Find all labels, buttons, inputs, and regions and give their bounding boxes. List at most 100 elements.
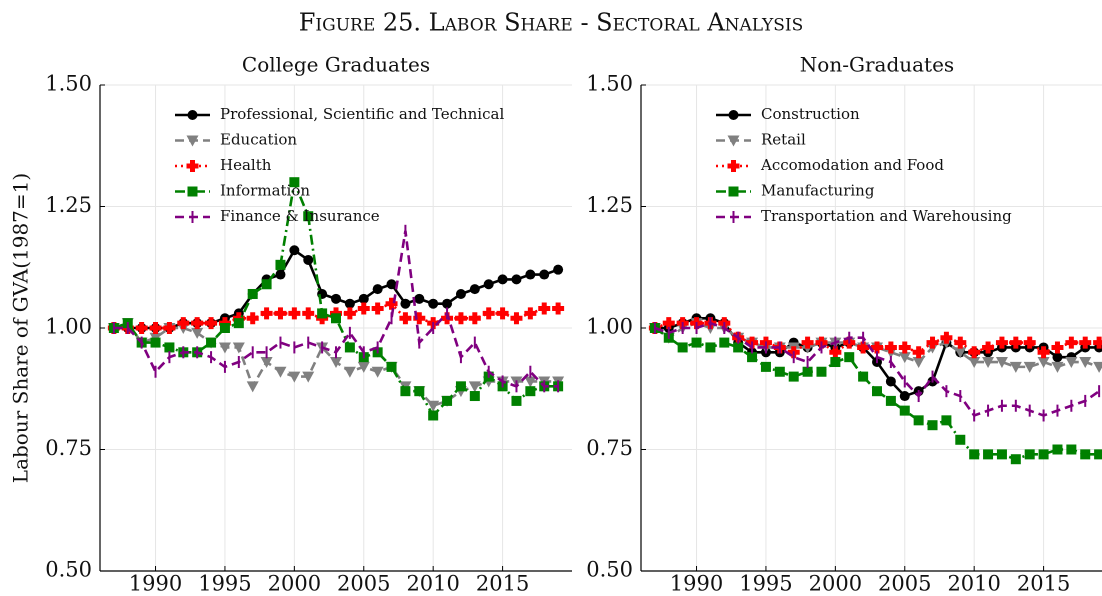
data-point bbox=[677, 342, 688, 353]
data-point bbox=[1037, 346, 1050, 359]
legend-label: Manufacturing bbox=[761, 182, 875, 200]
data-point bbox=[149, 322, 162, 334]
legend-label: Retail bbox=[761, 131, 806, 149]
data-point bbox=[884, 341, 897, 354]
data-point bbox=[871, 341, 883, 354]
plot-area bbox=[648, 313, 1102, 465]
data-point bbox=[705, 342, 716, 353]
data-point bbox=[330, 357, 342, 369]
data-point bbox=[872, 386, 882, 397]
data-point bbox=[483, 279, 494, 290]
series-line bbox=[654, 321, 1100, 418]
data-point bbox=[1037, 357, 1050, 369]
panel-title: Non-Graduates bbox=[800, 53, 954, 77]
data-point bbox=[455, 381, 466, 392]
data-point bbox=[427, 400, 440, 412]
y-tick-label: 1.50 bbox=[45, 72, 92, 96]
data-point bbox=[525, 386, 536, 397]
data-point bbox=[274, 366, 287, 378]
plot-area bbox=[107, 177, 565, 421]
data-point bbox=[719, 337, 730, 348]
data-point bbox=[247, 288, 258, 299]
data-point bbox=[912, 357, 925, 369]
data-point bbox=[954, 336, 967, 349]
legend-marker bbox=[186, 135, 199, 147]
legend-label: Accomodation and Food bbox=[760, 156, 944, 174]
y-tick-label: 0.50 bbox=[586, 558, 633, 582]
data-point bbox=[288, 371, 301, 383]
data-point bbox=[539, 269, 550, 280]
data-point bbox=[899, 405, 910, 416]
data-point bbox=[303, 211, 314, 222]
data-point bbox=[912, 346, 925, 359]
data-point bbox=[400, 386, 411, 397]
x-tick-label: 2000 bbox=[268, 572, 321, 596]
data-point bbox=[941, 415, 952, 426]
data-point bbox=[662, 317, 675, 330]
data-point bbox=[1051, 341, 1064, 354]
data-point bbox=[760, 361, 771, 372]
data-point bbox=[386, 361, 397, 372]
data-point bbox=[816, 366, 827, 377]
x-tick-label: 2005 bbox=[878, 572, 931, 596]
data-point bbox=[983, 449, 994, 460]
data-point bbox=[205, 317, 218, 330]
legend-marker bbox=[727, 160, 740, 172]
data-point bbox=[969, 449, 980, 460]
data-point bbox=[399, 312, 412, 325]
data-point bbox=[968, 357, 981, 369]
data-point bbox=[898, 352, 911, 364]
data-point bbox=[496, 307, 509, 320]
data-point bbox=[343, 366, 356, 378]
data-point bbox=[150, 337, 161, 348]
data-point bbox=[331, 313, 341, 324]
data-point bbox=[857, 341, 870, 354]
x-tick-label: 2005 bbox=[337, 572, 390, 596]
data-point bbox=[455, 288, 466, 299]
series-line bbox=[654, 321, 1100, 369]
data-point bbox=[218, 342, 231, 354]
data-point bbox=[844, 352, 855, 363]
data-point bbox=[858, 371, 869, 382]
y-tick-label: 1.25 bbox=[45, 193, 92, 217]
data-point bbox=[413, 312, 426, 325]
y-tick-label: 1.25 bbox=[586, 193, 633, 217]
data-point bbox=[830, 357, 841, 368]
y-tick-label: 1.00 bbox=[586, 315, 633, 339]
data-point bbox=[372, 284, 383, 295]
data-point bbox=[331, 293, 341, 304]
legend-label: Health bbox=[220, 156, 272, 174]
data-point bbox=[414, 293, 425, 304]
data-point bbox=[968, 346, 981, 359]
data-point bbox=[1079, 336, 1092, 349]
legend-label: Professional, Scientific and Technical bbox=[220, 105, 504, 123]
legend-label: Transportation and Warehousing bbox=[761, 207, 1012, 225]
data-point bbox=[1052, 352, 1063, 363]
data-point bbox=[899, 391, 910, 402]
data-point bbox=[261, 279, 272, 290]
x-tick-label: 1990 bbox=[129, 572, 182, 596]
legend-marker bbox=[727, 135, 740, 147]
data-point bbox=[246, 381, 259, 393]
data-point bbox=[260, 307, 273, 320]
data-point bbox=[260, 357, 273, 369]
data-point bbox=[1094, 449, 1102, 460]
data-point bbox=[982, 357, 995, 369]
x-tick-label: 1990 bbox=[670, 572, 723, 596]
legend-marker bbox=[187, 110, 198, 120]
data-point bbox=[1038, 449, 1049, 460]
data-point bbox=[538, 302, 551, 315]
data-point bbox=[428, 298, 439, 309]
data-point bbox=[524, 376, 537, 388]
data-point bbox=[926, 336, 939, 349]
data-point bbox=[982, 341, 995, 354]
data-point bbox=[691, 337, 702, 348]
data-point bbox=[802, 366, 813, 377]
data-point bbox=[358, 293, 369, 304]
x-tick-label: 1995 bbox=[198, 572, 251, 596]
x-tick-label: 2010 bbox=[406, 572, 459, 596]
legend-marker bbox=[728, 186, 739, 197]
data-point bbox=[482, 307, 495, 320]
data-point bbox=[885, 376, 896, 387]
data-point bbox=[219, 323, 230, 333]
